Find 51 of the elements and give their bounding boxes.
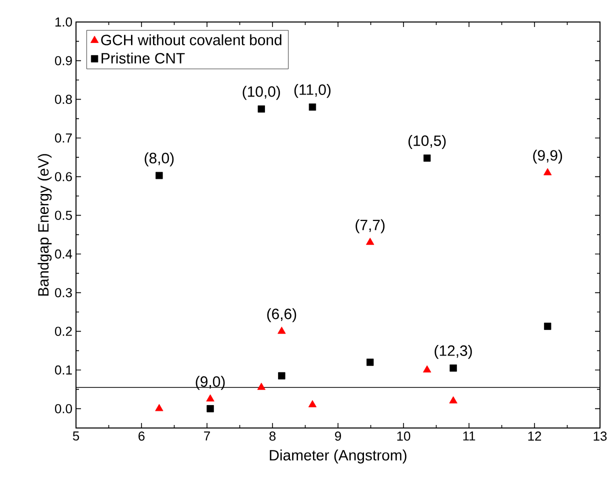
x-tick-label: 6 [138,432,145,441]
annotation: (9,0) [196,376,225,390]
y-tick-label: 0.4 [54,249,72,259]
point [206,394,214,402]
annotation: (10,0) [242,86,280,100]
point [258,105,265,113]
annotation: (8,0) [144,152,174,166]
point [156,172,163,180]
y-tick-label: 0.5 [54,210,72,220]
point [206,405,214,412]
point [278,326,286,334]
y-tick-label: 0.0 [54,404,72,414]
x-tick-label: 11 [463,432,476,440]
point [308,103,316,111]
point [155,404,164,412]
annotation: (9,9) [533,150,562,164]
y-tick-label: 0.3 [54,288,72,298]
point [308,400,317,408]
annotation: (6,6) [267,308,296,322]
point [423,365,432,372]
y-tick-label: 0.6 [54,172,72,182]
x-tick-label: 5 [72,432,80,441]
point [544,168,552,176]
point [450,364,457,372]
point [278,372,286,380]
x-tick-label: 8 [269,432,276,441]
point [257,382,266,390]
annotation: (10,5) [408,135,446,149]
point [366,238,374,245]
x-tick-label: 12 [528,432,542,441]
x-tick-label: 13 [594,432,607,441]
point [544,322,552,330]
point [423,154,431,162]
x-tick-label: 9 [335,432,341,441]
legend-label: GCH without covalent bond [101,34,282,46]
legend-label: Pristine CNT [102,52,185,64]
annotation: (12,3) [434,344,472,359]
y-tick-label: 1.0 [55,17,72,27]
annotation: (11,0) [294,84,330,98]
point [449,396,458,404]
y-tick-label: 0.8 [54,94,72,104]
x-axis-title: Diameter (Angstrom) [270,450,406,464]
y-tick-label: 0.1 [54,365,72,375]
y-tick-label: 0.2 [54,326,72,336]
y-axis-title: Bandgap Energy (eV) [38,154,52,296]
annotation: (7,7) [356,219,385,234]
y-tick-label: 0.7 [54,133,72,143]
x-tick-label: 7 [204,432,210,440]
y-tick-label: 0.9 [54,56,72,66]
point [366,358,374,366]
x-tick-label: 10 [397,432,410,441]
